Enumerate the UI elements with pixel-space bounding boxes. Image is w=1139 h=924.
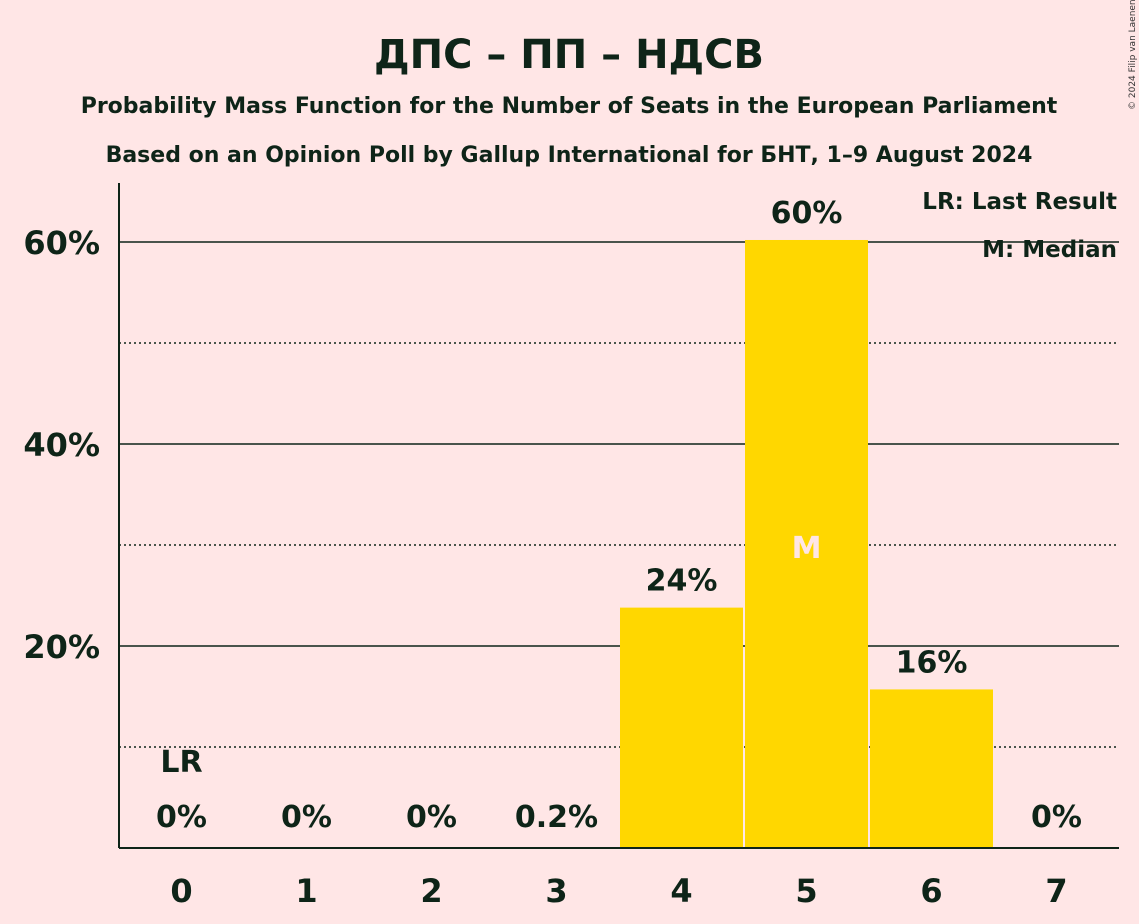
- data-label: 0%: [1031, 800, 1082, 835]
- x-tick-label: 7: [1045, 872, 1067, 910]
- median-marker: M: [792, 531, 822, 566]
- bar: [620, 607, 743, 848]
- copyright-notice: © 2024 Filip van Laenen: [1128, 0, 1138, 110]
- y-tick-label: 40%: [23, 426, 100, 464]
- y-tick-labels: 20% 40% 60%: [23, 224, 100, 666]
- x-tick-label: 0: [170, 872, 192, 910]
- bar: [870, 689, 993, 848]
- x-tick-label: 5: [795, 872, 817, 910]
- axes: [118, 183, 1119, 849]
- legend-median: M: Median: [982, 237, 1117, 263]
- y-tick-label: 20%: [23, 628, 100, 666]
- data-label: 0.2%: [515, 800, 598, 835]
- data-labels: 0% LR 0% 0% 0.2% 24% 60% M 16% 0%: [156, 196, 1082, 835]
- x-tick-label: 4: [670, 872, 692, 910]
- x-tick-label: 1: [295, 872, 317, 910]
- legend-last-result: LR: Last Result: [922, 189, 1117, 215]
- x-tick-label: 2: [420, 872, 442, 910]
- y-tick-label: 60%: [23, 224, 100, 262]
- chart-source: Based on an Opinion Poll by Gallup Inter…: [106, 143, 1033, 168]
- data-label: 0%: [281, 800, 332, 835]
- last-result-marker: LR: [160, 745, 202, 780]
- bars: [620, 239, 993, 849]
- chart-title: ДПС – ПП – НДСВ: [374, 32, 764, 78]
- chart-subtitle: Probability Mass Function for the Number…: [81, 94, 1058, 119]
- data-label: 0%: [156, 800, 207, 835]
- x-tick-labels: 0 1 2 3 4 5 6 7: [170, 872, 1067, 910]
- gridlines: [119, 241, 1119, 748]
- data-label: 0%: [406, 800, 457, 835]
- x-tick-label: 3: [545, 872, 567, 910]
- bar: [745, 239, 868, 849]
- x-tick-label: 6: [920, 872, 942, 910]
- data-label: 16%: [896, 645, 968, 680]
- data-label: 60%: [771, 196, 843, 231]
- data-label: 24%: [646, 564, 718, 599]
